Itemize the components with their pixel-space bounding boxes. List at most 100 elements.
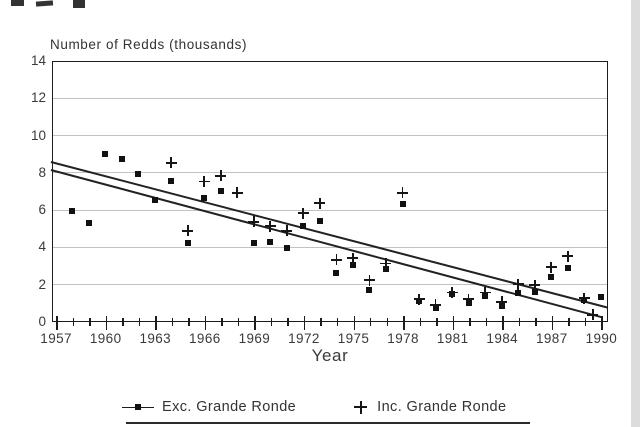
square-marker (217, 187, 224, 194)
plus-marker (562, 250, 574, 262)
scan-edge-strip (631, 0, 640, 427)
plot-area (51, 61, 608, 322)
square-marker (168, 177, 175, 184)
x-major-tick (353, 316, 355, 330)
x-minor-tick (171, 318, 174, 326)
x-minor-tick (337, 318, 339, 326)
x-tick-label-1984: 1984 (486, 331, 519, 346)
x-major-tick (303, 316, 306, 330)
gridline-y4 (53, 246, 607, 248)
x-tick-label-1987: 1987 (535, 331, 568, 346)
x-major-tick (155, 316, 157, 330)
x-minor-tick (568, 318, 570, 326)
x-minor-tick (518, 318, 521, 326)
x-major-tick (502, 316, 504, 330)
legend-label-inc: Inc. Grande Ronde (377, 399, 507, 415)
x-major-tick (403, 316, 405, 330)
plus-marker (347, 252, 359, 264)
square-marker (382, 266, 389, 273)
plus-marker (182, 225, 194, 237)
x-minor-tick (237, 318, 240, 326)
scan-artifact (35, 0, 54, 7)
plus-marker (430, 299, 442, 311)
x-minor-tick (419, 318, 422, 326)
plus-marker (578, 292, 590, 304)
plus-marker (314, 197, 326, 209)
x-major-tick (452, 316, 455, 330)
square-marker (531, 288, 538, 295)
y-tick-label-0: 0 (38, 314, 46, 329)
plus-marker (231, 187, 243, 199)
x-minor-tick (72, 318, 75, 326)
square-marker (135, 171, 142, 178)
x-tick-label-1963: 1963 (139, 331, 172, 346)
square-marker (564, 265, 571, 272)
plus-marker (215, 170, 227, 182)
plus-marker (248, 216, 260, 228)
x-minor-tick (270, 318, 273, 326)
plus-marker (397, 187, 408, 199)
x-minor-tick (535, 318, 537, 326)
scan-artifact (11, 0, 24, 6)
trend-line-1 (51, 169, 603, 319)
plus-marker (512, 278, 524, 290)
legend-item-inc: Inc. Grande Ronde (354, 399, 506, 415)
plus-marker (479, 287, 491, 298)
square-marker (267, 239, 274, 246)
y-tick-label-14: 14 (30, 53, 46, 68)
square-marker (399, 200, 406, 207)
x-minor-tick (436, 318, 438, 326)
square-marker (151, 197, 158, 204)
legend: Exc. Grande Ronde Inc. Grande Ronde (122, 394, 542, 420)
plus-marker (545, 261, 557, 273)
x-minor-tick (138, 318, 141, 326)
x-major-tick (254, 316, 256, 330)
x-tick-label-1966: 1966 (189, 331, 221, 346)
square-marker (184, 240, 191, 247)
square-marker (102, 150, 109, 157)
square-marker (85, 219, 92, 226)
scan-artifact (73, 0, 85, 8)
x-tick-label-1981: 1981 (436, 331, 469, 346)
line-square-symbol (122, 402, 154, 413)
x-minor-tick (469, 318, 471, 326)
square-marker (118, 156, 125, 163)
y-tick-label-10: 10 (30, 127, 46, 143)
gridline-y6 (53, 209, 607, 211)
x-major-tick (56, 316, 58, 330)
plus-marker (413, 293, 425, 305)
x-major-tick (204, 316, 207, 330)
x-tick-label-1972: 1972 (288, 331, 320, 346)
x-major-tick (105, 316, 108, 330)
x-minor-tick (188, 318, 190, 326)
gridline-y10 (53, 134, 607, 136)
x-tick-label-1978: 1978 (387, 331, 419, 346)
plus-marker (297, 207, 309, 219)
chart-title: Number of Redds (thousands) (50, 37, 248, 52)
y-tick-label-2: 2 (38, 276, 46, 292)
gridline-y2 (53, 284, 607, 286)
square-marker (333, 269, 340, 276)
plus-marker (330, 254, 342, 266)
plus-marker (165, 157, 177, 169)
legend-item-exc: Exc. Grande Ronde (122, 399, 296, 415)
y-tick-label-8: 8 (38, 164, 46, 180)
x-tick-label-1969: 1969 (238, 331, 271, 346)
unlabeled-mark (587, 309, 599, 321)
square-marker (316, 217, 323, 224)
plus-marker (380, 258, 392, 270)
x-minor-tick (287, 318, 289, 326)
plus-marker (446, 287, 458, 298)
plus-marker (463, 293, 475, 305)
square-marker (201, 195, 208, 202)
plus-marker (198, 176, 210, 188)
x-minor-tick (386, 318, 388, 326)
x-tick-label-1990: 1990 (585, 331, 618, 346)
x-major-tick (551, 316, 554, 330)
gridline-y8 (53, 172, 607, 174)
plus-marker (281, 225, 293, 237)
trend-line-0 (51, 161, 608, 308)
plus-marker (529, 279, 541, 291)
square-marker (250, 240, 257, 247)
